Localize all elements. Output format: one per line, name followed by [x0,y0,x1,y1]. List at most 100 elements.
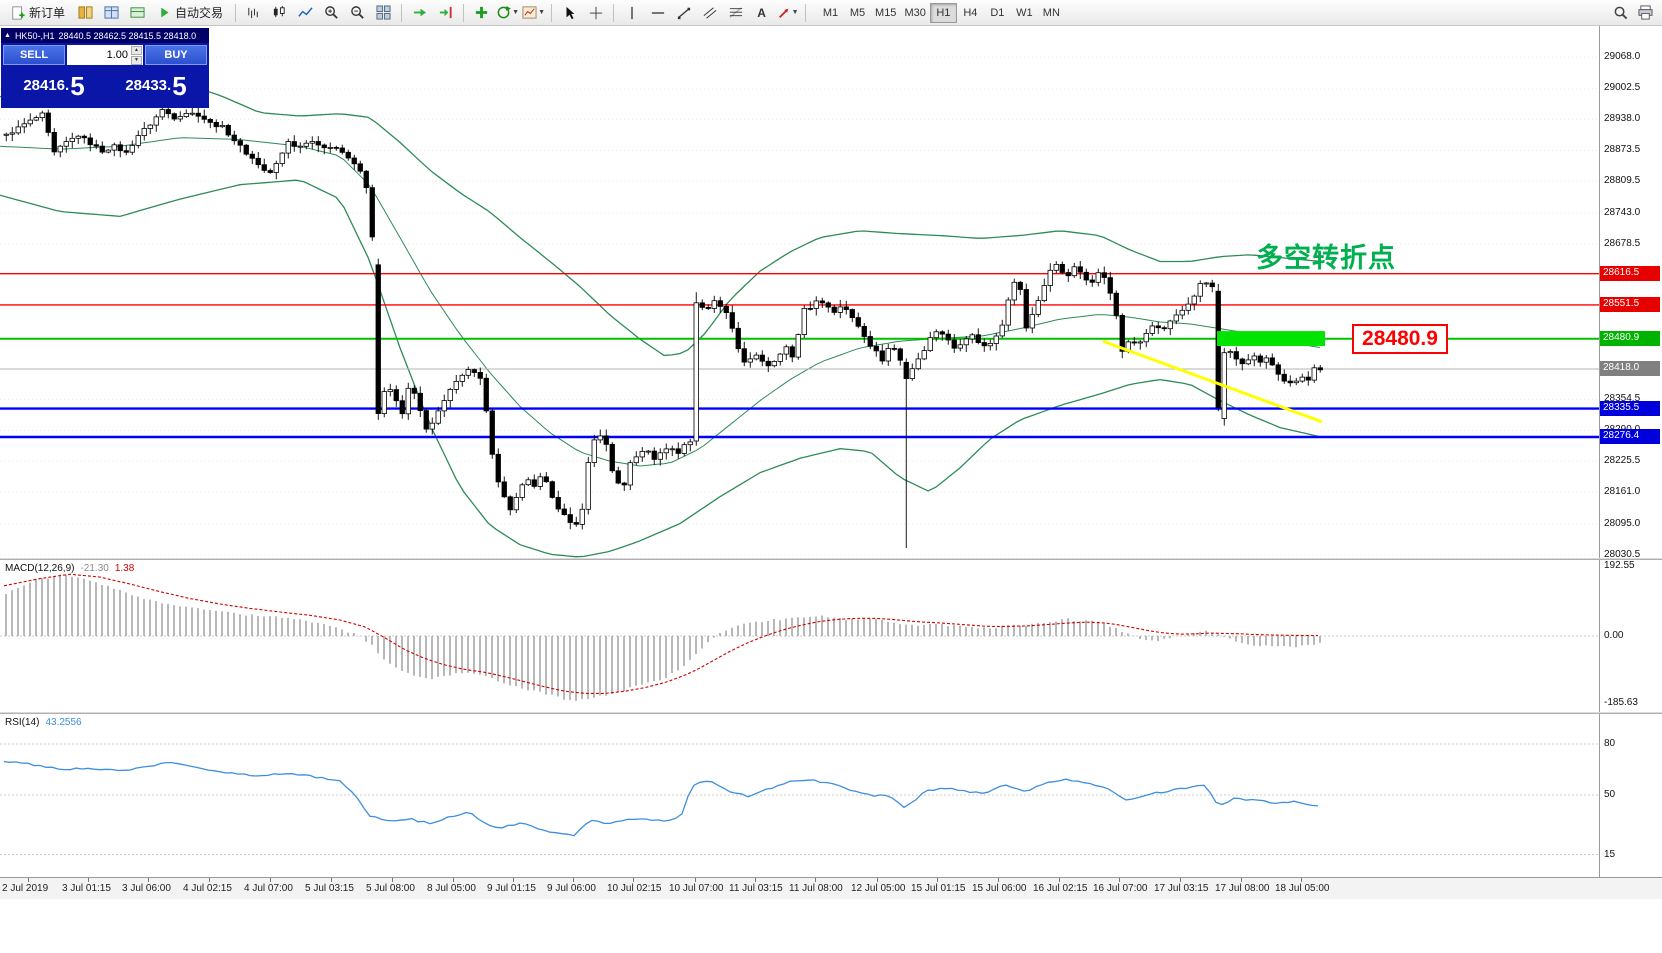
timeframe-button-h4[interactable]: H4 [957,3,984,23]
time-label: 15 Jul 06:00 [972,883,1027,894]
bollinger-lower-band [0,179,1321,558]
periods-button[interactable]: ▼ [495,2,520,24]
timeframe-button-m15[interactable]: M15 [871,3,900,23]
terminal-button[interactable] [125,2,150,24]
macd-value-main: -21.30 [80,563,109,574]
market-watch-icon [78,5,93,20]
panel-splitter[interactable] [0,558,1662,560]
indicators-button[interactable] [469,2,494,24]
volume-up-icon[interactable]: ▲ [131,45,142,55]
templates-button[interactable]: ▼ [521,2,546,24]
periods-icon [496,5,512,20]
time-tick [695,878,696,882]
new-order-button[interactable]: 新订单 [4,2,72,24]
timeframe-button-mn[interactable]: MN [1038,3,1065,23]
price-line-badge: 28551.5 [1600,296,1660,312]
templates-icon [522,5,537,20]
rsi-axis-label: 50 [1604,789,1616,800]
timeframe-button-w1[interactable]: W1 [1011,3,1038,23]
cursor-button[interactable] [557,2,582,24]
rsi-panel-plot[interactable] [0,714,1599,877]
time-label: 11 Jul 08:00 [789,883,843,894]
toolbar-separator [551,3,553,22]
buy-button[interactable]: BUY [145,45,207,65]
time-label: 8 Jul 05:00 [427,883,476,894]
trendline-button[interactable] [671,2,696,24]
vertical-line-button[interactable] [619,2,644,24]
sell-price[interactable]: 28416. 5 [3,65,105,106]
rsi-line [3,760,1319,837]
price-callout-label[interactable]: 28480.9 [1352,324,1448,354]
auto-trading-button[interactable]: 自动交易 [151,2,230,24]
chart-window: 29068.0 29002.5 28938.0 28873.5 28809.5 28743… [0,26,1662,953]
buy-price[interactable]: 28433. 5 [105,65,207,106]
time-label: 11 Jul 03:15 [729,883,783,894]
chart-symbol-header: ▲ HK50-,H1 28440.5 28462.5 28415.5 28418… [1,28,209,43]
print-button[interactable] [1633,2,1658,24]
candlestick-chart-button[interactable] [267,2,292,24]
data-window-button[interactable] [99,2,124,24]
toolbar-right-group [1608,2,1658,24]
timeframe-button-m1[interactable]: M1 [817,3,844,23]
volume-input[interactable]: 1.00 ▲ ▼ [67,45,143,65]
auto-trading-label: 自动交易 [175,6,224,20]
horizontal-price-lines[interactable] [0,272,1599,439]
highlight-zone[interactable] [1217,331,1325,346]
zoom-in-button[interactable] [319,2,344,24]
turning-point-annotation[interactable]: 多空转折点 [1256,243,1396,273]
channel-button[interactable] [697,2,722,24]
crosshair-button[interactable] [583,2,608,24]
toolbar-separator [613,3,615,22]
market-watch-button[interactable] [73,2,98,24]
time-tick [88,878,89,882]
zoom-out-button[interactable] [345,2,370,24]
price-tick-label: 28161.0 [1604,486,1641,498]
main-chart-plot[interactable] [0,26,1599,558]
fibonacci-button[interactable] [723,2,748,24]
text-tool-button[interactable]: A [749,2,774,24]
collapse-triangle-icon[interactable]: ▲ [4,32,11,39]
chart-shift-icon [438,5,453,20]
top-toolbar: 新订单 自动交易 ▼ ▼ A ▼ M1 M5 M15 M30 [0,0,1662,26]
time-tick [877,878,878,882]
price-tick-label: 28743.0 [1604,207,1641,218]
time-tick [28,878,29,882]
macd-histogram [5,574,1321,701]
macd-panel-plot[interactable] [0,560,1599,712]
time-axis[interactable]: 2 Jul 2019 3 Jul 01:15 3 Jul 06:00 4 Jul 02… [0,877,1662,899]
arrow-objects-button[interactable]: ▼ [775,2,800,24]
price-tick-label: 28678.5 [1604,237,1641,249]
line-chart-icon [298,5,313,20]
price-tick-label: 28809.5 [1604,175,1641,187]
timeframe-button-m5[interactable]: M5 [844,3,871,23]
auto-scroll-button[interactable] [407,2,432,24]
bar-chart-icon [246,5,261,20]
price-tick-label: 28225.5 [1604,455,1641,467]
symbol-period-label: HK50-,H1 [14,30,55,41]
sell-button[interactable]: SELL [3,45,65,65]
time-tick [148,878,149,882]
yellow-trendline[interactable] [1102,339,1323,424]
buy-price-dot: . [167,77,172,94]
timeframe-button-h1[interactable]: H1 [929,2,957,23]
toolbar-separator [401,3,403,22]
price-axis[interactable]: 29068.0 29002.5 28938.0 28873.5 28809.5 28743… [1599,26,1662,877]
tile-windows-button[interactable] [371,2,396,24]
price-tick-label: 29068.0 [1604,51,1641,62]
horizontal-line-icon [651,6,665,20]
arrow-objects-icon [777,6,791,20]
timeframe-button-d1[interactable]: D1 [984,3,1011,23]
volume-down-icon[interactable]: ▼ [131,55,142,65]
search-button[interactable] [1608,2,1633,24]
bar-chart-button[interactable] [241,2,266,24]
chart-shift-button[interactable] [433,2,458,24]
time-label: 15 Jul 01:15 [911,883,966,894]
time-label: 17 Jul 08:00 [1215,883,1270,894]
timeframe-button-m30[interactable]: M30 [900,3,929,23]
time-tick [1119,878,1120,882]
horizontal-line-button[interactable] [645,2,670,24]
sell-price-main: 28416 [23,77,66,94]
line-chart-button[interactable] [293,2,318,24]
time-label: 18 Jul 05:00 [1275,883,1330,894]
panel-splitter[interactable] [0,712,1662,714]
